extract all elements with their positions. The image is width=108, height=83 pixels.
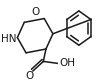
Text: OH: OH bbox=[60, 58, 76, 68]
Text: O: O bbox=[32, 7, 40, 17]
Text: O: O bbox=[25, 71, 34, 81]
Text: HN: HN bbox=[1, 34, 16, 44]
